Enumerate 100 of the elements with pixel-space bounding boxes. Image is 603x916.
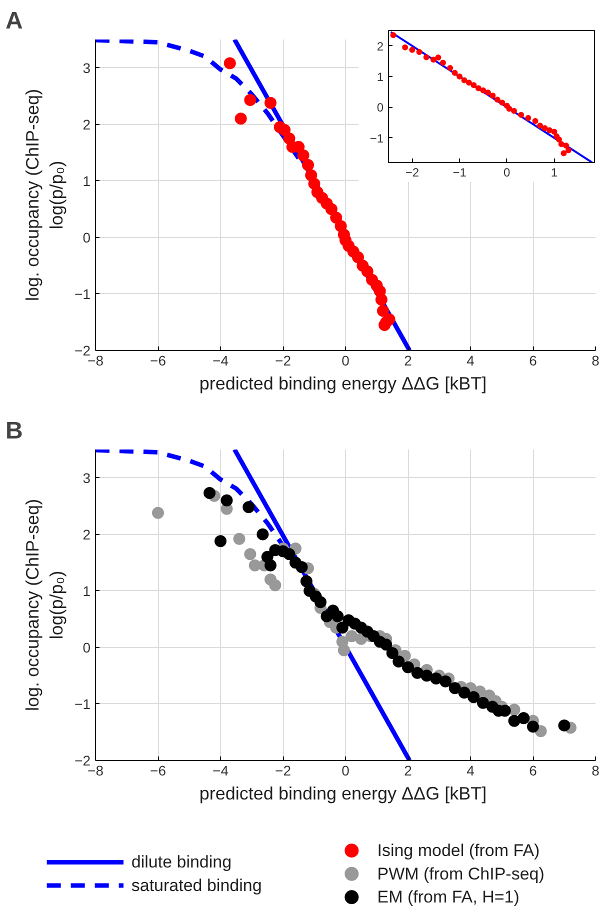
legend-label: PWM (from ChIP-seq): [377, 864, 544, 884]
x-tick-label: 6: [529, 352, 538, 368]
point: [542, 125, 548, 132]
x-tick-label: −6: [150, 352, 166, 368]
point: [256, 528, 269, 540]
point: [352, 251, 364, 264]
point: [402, 661, 414, 674]
point: [537, 122, 544, 129]
point: [244, 94, 256, 106]
point: [510, 108, 517, 114]
point: [558, 141, 564, 148]
point: [330, 212, 342, 224]
point: [430, 672, 442, 684]
point: [435, 54, 442, 61]
point: [233, 532, 246, 545]
x-tick-label: −2: [275, 352, 292, 368]
point: [546, 127, 553, 134]
point: [224, 57, 236, 70]
point: [244, 548, 256, 560]
point: [430, 56, 436, 63]
x-tick-label: 6: [529, 762, 538, 778]
y-tick-label: 0: [82, 639, 91, 656]
y-tick-label: 2: [82, 526, 91, 542]
legend-label: EM (from FA, H=1): [377, 888, 520, 907]
point: [447, 64, 454, 71]
point: [402, 44, 408, 50]
point: [409, 46, 416, 53]
y-tick-label: 1: [82, 582, 91, 599]
point: [332, 610, 344, 622]
point: [423, 54, 430, 60]
y-tick-label: 0: [376, 100, 384, 115]
x-axis-title: predicted binding energy ΔΔG [kBT]: [199, 784, 487, 804]
x-tick-label: 2: [404, 352, 412, 368]
point: [242, 501, 255, 514]
point: [490, 92, 496, 99]
x-tick-label: −4: [212, 352, 229, 368]
x-tick-label: 8: [592, 762, 600, 778]
y-tick-label: 3: [82, 470, 91, 486]
point: [560, 150, 567, 156]
point: [480, 87, 486, 94]
point: [477, 696, 489, 709]
y-tick-label: 1: [376, 70, 384, 84]
x-tick-label: 8: [592, 352, 600, 368]
x-tick-label: −6: [150, 762, 166, 778]
point: [336, 622, 348, 634]
point: [416, 48, 422, 55]
y-tick-label: 3: [82, 60, 91, 76]
legend-label: Ising model (from FA): [377, 841, 540, 860]
point: [558, 719, 570, 732]
point: [551, 128, 558, 135]
x-tick-label: 0: [504, 166, 511, 180]
point: [494, 96, 500, 103]
point: [475, 85, 482, 92]
point: [563, 142, 570, 149]
point: [506, 106, 512, 112]
point: [283, 548, 296, 560]
point: [518, 112, 524, 118]
point: [269, 579, 282, 592]
point: [314, 596, 326, 608]
point: [525, 114, 532, 121]
point: [458, 686, 470, 699]
point: [508, 714, 520, 727]
point: [452, 70, 458, 76]
point: [220, 494, 233, 506]
point: [392, 656, 405, 668]
point: [264, 96, 276, 109]
point: [470, 82, 477, 88]
point: [420, 670, 433, 682]
point: [466, 80, 472, 86]
point: [390, 32, 396, 38]
point: [556, 136, 562, 142]
point: [325, 203, 338, 216]
point: [448, 682, 461, 694]
point: [532, 118, 538, 124]
point: [565, 147, 572, 154]
y-tick-label: −1: [74, 696, 91, 712]
point: [338, 644, 350, 656]
x-tick-label: 4: [466, 352, 475, 368]
x-tick-label: −4: [212, 762, 229, 778]
y-tick-label: −1: [370, 131, 384, 146]
point: [468, 691, 480, 704]
x-tick-label: −2: [405, 166, 420, 180]
point: [302, 159, 314, 172]
x-tick-label: −2: [275, 762, 292, 778]
point: [346, 630, 358, 642]
point: [461, 77, 468, 84]
x-tick-label: 4: [466, 762, 475, 778]
point: [440, 60, 446, 66]
point: [377, 304, 389, 317]
point: [152, 506, 164, 519]
x-tick-label: 0: [342, 762, 350, 778]
x-tick-label: 2: [404, 762, 412, 778]
legend-label: saturated binding: [131, 876, 262, 896]
y-tick-label: 2: [376, 39, 384, 54]
point: [296, 561, 308, 574]
point: [499, 100, 506, 106]
point: [264, 559, 276, 572]
y-tick-label: −1: [74, 286, 91, 302]
chart-title: B: [6, 418, 23, 444]
point: [375, 294, 388, 306]
